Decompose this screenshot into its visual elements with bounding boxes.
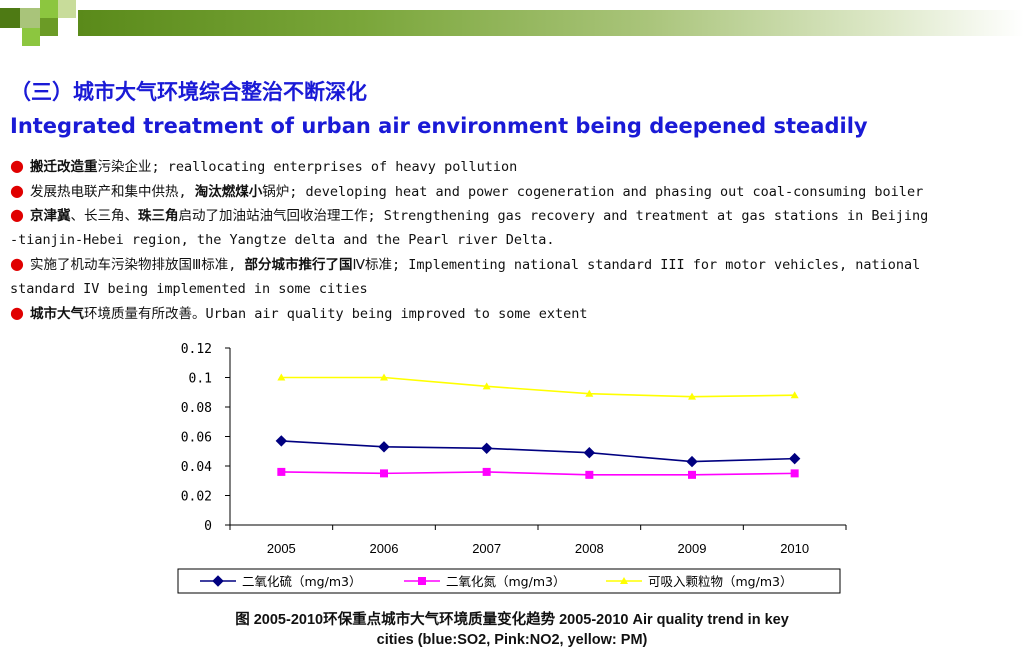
data-point <box>380 469 388 478</box>
bullet-text: standard IV being implemented in some ci… <box>10 280 368 297</box>
caption-line-1: 图 2005-2010环保重点城市大气环境质量变化趋势 2005-2010 Ai… <box>235 612 789 628</box>
data-point <box>275 435 288 447</box>
legend-label: 二氧化氮（mg/m3） <box>446 574 565 589</box>
y-tick-label: 0.06 <box>181 431 212 446</box>
bullet-dot-icon: ● <box>10 303 24 322</box>
chart-caption: 图 2005-2010环保重点城市大气环境质量变化趋势 2005-2010 Ai… <box>150 610 874 650</box>
legend-marker <box>620 577 628 584</box>
data-point <box>688 392 696 400</box>
caption-line-2: cities (blue:SO2, Pink:NO2, yellow: PM) <box>376 632 648 648</box>
x-tick-label: 2008 <box>575 541 604 556</box>
data-point <box>378 441 390 453</box>
bullet-list: ● 搬迁改造重污染企业; reallocating enterprises of … <box>10 154 1024 326</box>
x-tick-label: 2009 <box>678 541 707 556</box>
bullet-dot-icon: ● <box>10 254 24 273</box>
data-point <box>790 391 799 399</box>
bullet-line: ● 搬迁改造重污染企业; reallocating enterprises of … <box>10 154 1024 179</box>
legend-box <box>177 568 841 594</box>
bullet-dot-icon: ● <box>10 180 24 200</box>
data-point <box>380 373 388 381</box>
series-line <box>281 471 795 476</box>
corner-decoration <box>0 0 76 46</box>
bullet-text: 部分城市推行了国 <box>244 257 353 273</box>
x-tick-label: 2005 <box>267 541 296 556</box>
bullet-text: 启动了加油站油气回收治理工作; Strengthening gas recove… <box>178 208 929 224</box>
y-tick-label: 0.02 <box>181 490 212 505</box>
data-point <box>688 470 696 479</box>
x-tick-label: 2010 <box>780 541 809 556</box>
bullet-text: 环境质量有所改善。Urban air quality being improve… <box>83 306 588 322</box>
header-gradient-bar <box>78 10 1024 36</box>
data-point <box>277 373 286 381</box>
y-tick-label: 0.12 <box>181 342 212 357</box>
slide-title-chinese: （三）城市大气环境综合整治不断深化 <box>10 80 367 104</box>
y-tick-label: 0.1 <box>189 372 212 387</box>
bullet-text: 污染企业; reallocating enterprises of heavy … <box>97 159 518 175</box>
data-point <box>277 467 286 476</box>
bullet-text: 、长三角、 <box>70 208 138 224</box>
data-point <box>788 452 801 465</box>
chart-legend: 二氧化硫（mg/m3） 二氧化氮（mg/m3） 可吸入颗粒物（mg/m3） <box>177 568 841 594</box>
data-point <box>585 470 594 479</box>
series-group <box>275 435 801 468</box>
bullet-text: -tianjin-Hebei region, the Yangtze delta… <box>10 231 555 248</box>
bullet-line: -tianjin-Hebei region, the Yangtze delta… <box>10 228 1024 253</box>
bullet-text: 城市大气 <box>29 306 84 322</box>
bullet-text: 搬迁改造重 <box>29 159 98 175</box>
data-point <box>585 389 594 397</box>
data-point <box>482 467 491 476</box>
bullet-text: Ⅳ标准; Implementing national standard III … <box>352 257 921 273</box>
bullet-dot-icon: ● <box>10 205 24 224</box>
x-tick-label: 2006 <box>370 541 399 556</box>
bullet-text: 锅炉; developing heat and power cogenerati… <box>262 183 924 200</box>
legend-label: 二氧化硫（mg/m3） <box>242 574 361 589</box>
series-group <box>277 373 799 400</box>
data-point <box>686 455 698 468</box>
bullet-text: 实施了机动车污染物排放国Ⅲ标准, <box>29 257 245 273</box>
series-line <box>281 440 795 463</box>
data-point <box>790 469 799 478</box>
bullet-line: ● 发展热电联产和集中供热, 淘汰燃煤小锅炉; developing heat a… <box>10 179 1024 204</box>
y-tick-label: 0 <box>204 519 212 534</box>
series-line <box>281 376 795 398</box>
bullet-dot-icon: ● <box>10 156 24 175</box>
y-tick-label: 0.08 <box>181 401 212 416</box>
series-group <box>277 467 799 479</box>
bullet-text: 珠三角 <box>137 208 179 224</box>
x-tick-label: 2007 <box>472 541 501 556</box>
data-point <box>482 382 491 390</box>
bullet-line: standard IV being implemented in some ci… <box>10 277 1024 302</box>
bullet-text: 京津冀 <box>29 208 71 224</box>
bullet-text: 淘汰燃煤小 <box>194 183 263 200</box>
y-tick-label: 0.04 <box>181 460 212 475</box>
data-point <box>480 442 493 455</box>
slide-title-english: Integrated treatment of urban air enviro… <box>10 114 868 138</box>
legend-marker <box>418 577 426 585</box>
data-point <box>583 447 596 459</box>
bullet-line: ● 京津冀、长三角、珠三角启动了加油站油气回收治理工作; Strengthenin… <box>10 203 1024 228</box>
bullet-line: ● 城市大气环境质量有所改善。Urban air quality being im… <box>10 301 1024 326</box>
bullet-line: ● 实施了机动车污染物排放国Ⅲ标准, 部分城市推行了国Ⅳ标准; Implement… <box>10 252 1024 277</box>
legend-label: 可吸入颗粒物（mg/m3） <box>648 574 792 589</box>
legend-marker <box>212 575 224 587</box>
bullet-text: 发展热电联产和集中供热, <box>29 183 195 200</box>
